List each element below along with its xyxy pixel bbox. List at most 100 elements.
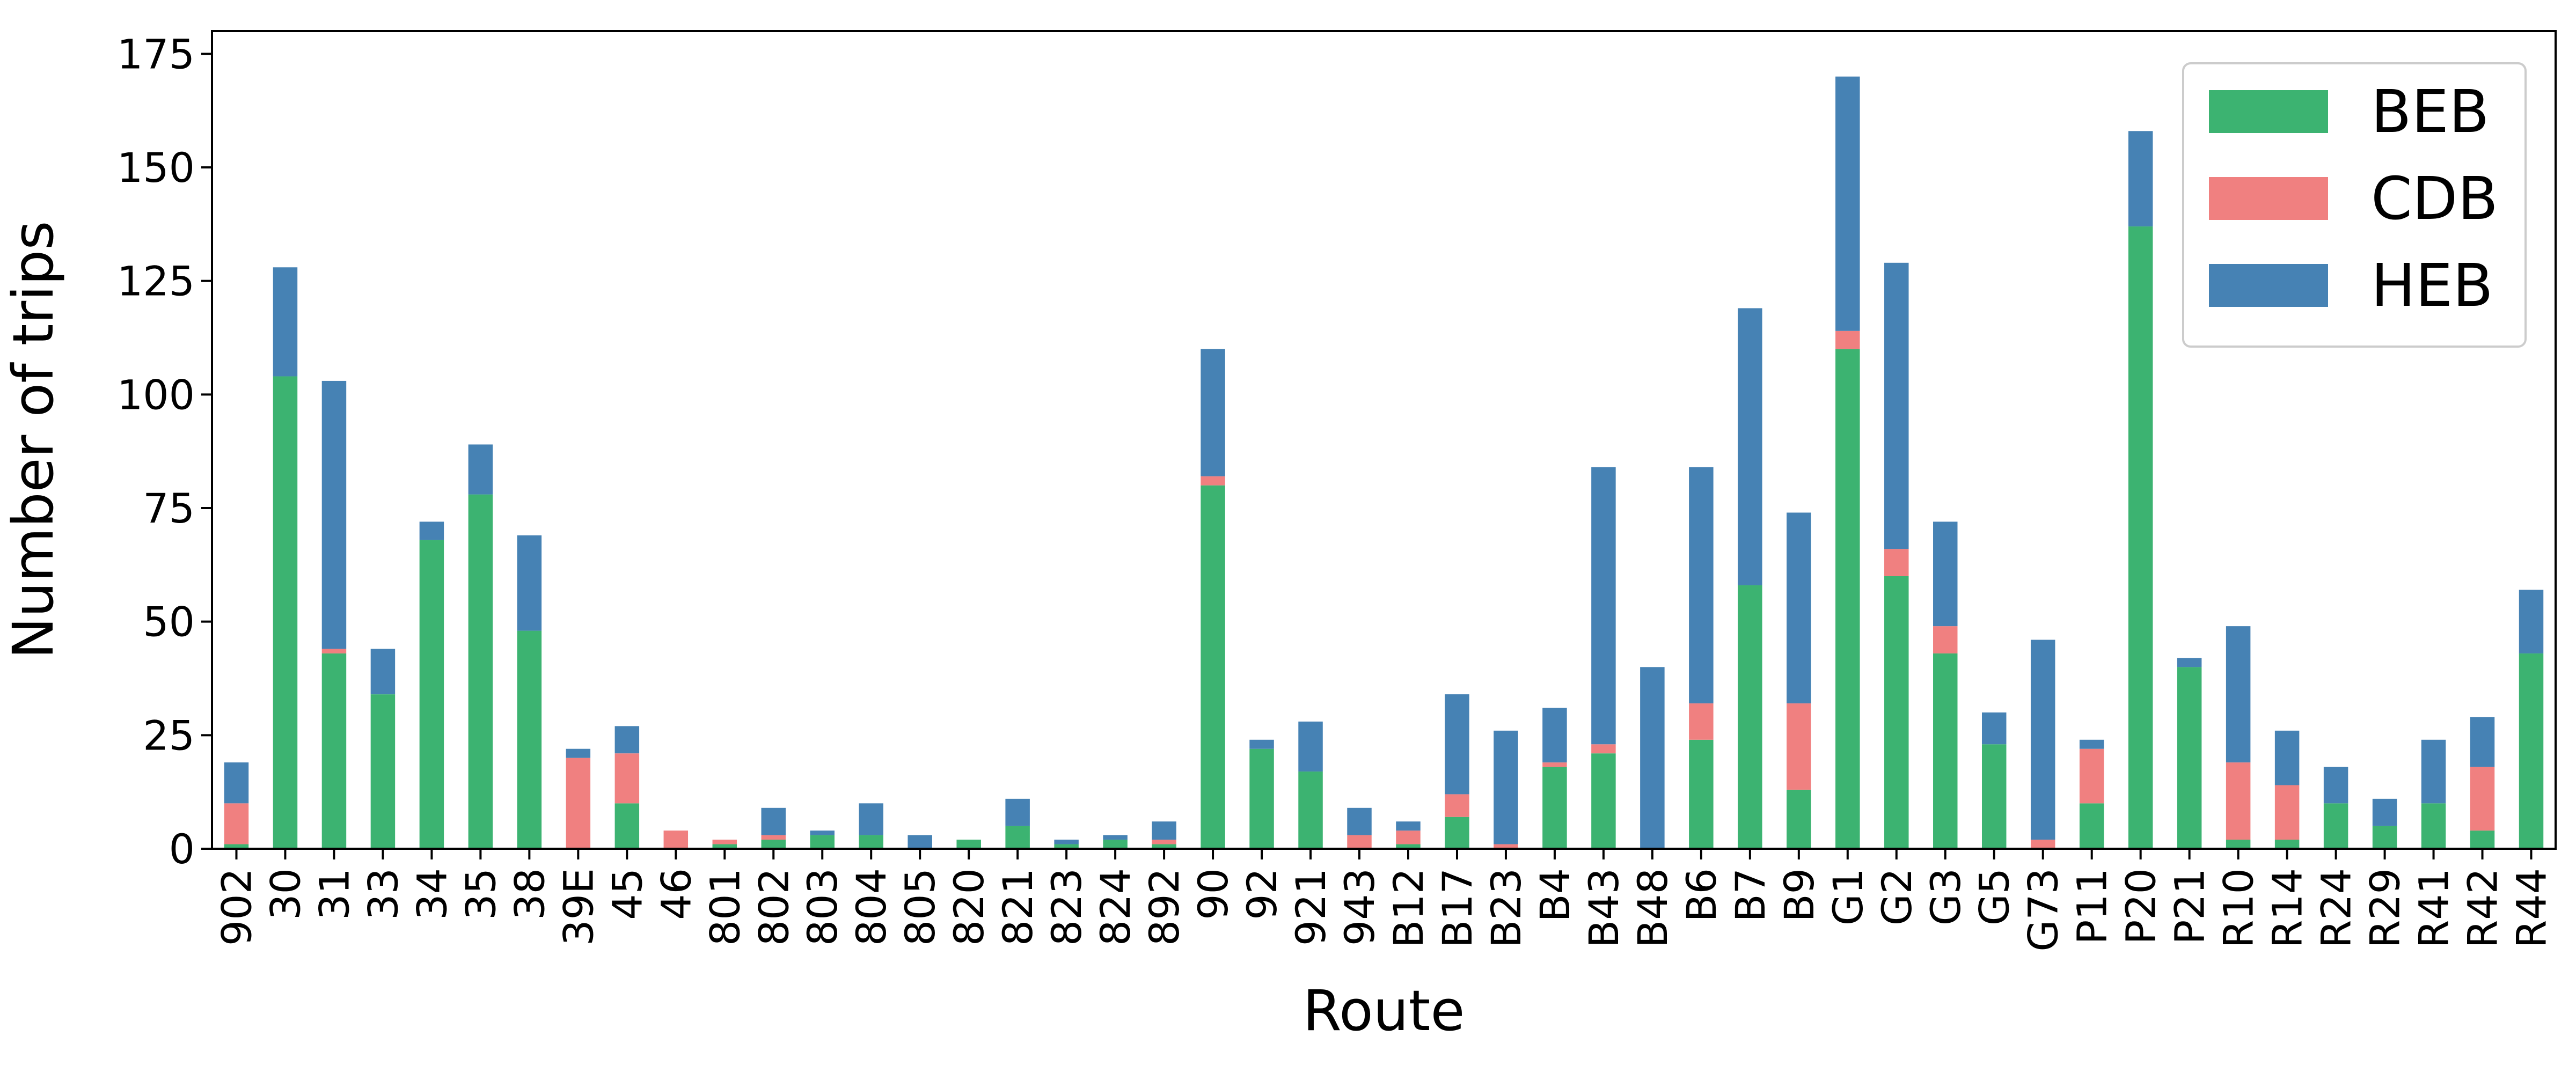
y-axis-title: Number of trips (1, 221, 66, 659)
y-tick-label-150: 150 (117, 144, 195, 192)
bar-heb-30 (273, 267, 298, 377)
bar-beb-g2 (1884, 576, 1909, 849)
x-tick-label-P11: P11 (2068, 868, 2116, 945)
x-tick-label-802: 802 (750, 868, 797, 946)
x-tick-label-R41: R41 (2410, 868, 2458, 949)
bar-beb-r44 (2519, 653, 2544, 849)
x-tick-label-B4: B4 (1531, 868, 1579, 922)
bar-beb-g3 (1933, 653, 1958, 849)
bar-beb-821 (1005, 826, 1030, 849)
bar-cdb-802 (761, 835, 786, 840)
bar-cdb-g73 (2030, 840, 2055, 849)
x-tick-label-B17: B17 (1433, 868, 1481, 948)
x-tick-label-G3: G3 (1922, 868, 1970, 925)
x-tick-label-B12: B12 (1385, 868, 1432, 948)
bar-beb-34 (419, 540, 444, 849)
legend-swatch-cdb (2209, 177, 2328, 220)
x-tick-label-821: 821 (994, 868, 1042, 946)
legend-label-beb: BEB (2371, 77, 2489, 146)
bar-heb-r44 (2519, 590, 2544, 653)
bar-cdb-46 (663, 831, 689, 849)
bar-cdb-801 (712, 840, 737, 844)
bar-cdb-r10 (2226, 762, 2251, 840)
bar-heb-39e (566, 748, 591, 758)
legend: BEB CDB HEB (2182, 62, 2527, 348)
bar-heb-821 (1005, 798, 1030, 826)
legend-label-heb: HEB (2371, 251, 2493, 320)
bar-heb-803 (810, 831, 835, 835)
x-tick-label-31: 31 (310, 868, 358, 920)
bar-cdb-39e (566, 758, 591, 849)
x-tick-label-R42: R42 (2459, 868, 2507, 949)
x-tick-label-33: 33 (359, 868, 407, 920)
bar-heb-p20 (2128, 131, 2153, 227)
bar-cdb-p11 (2079, 748, 2104, 804)
x-tick-label-B23: B23 (1482, 868, 1530, 948)
bar-heb-802 (761, 807, 786, 835)
bar-heb-45 (614, 726, 640, 754)
bar-heb-921 (1298, 721, 1323, 772)
bar-cdb-b4 (1542, 762, 1567, 767)
bar-beb-35 (468, 494, 493, 849)
bar-cdb-g1 (1835, 330, 1860, 349)
bar-cdb-g3 (1933, 626, 1958, 653)
bar-beb-p20 (2128, 226, 2153, 849)
bar-heb-34 (419, 521, 444, 540)
bar-cdb-b6 (1689, 703, 1714, 740)
bar-heb-p11 (2079, 739, 2104, 749)
x-tick-label-R44: R44 (2508, 868, 2556, 949)
x-tick-label-R10: R10 (2215, 868, 2263, 949)
bar-beb-892 (1152, 844, 1176, 849)
bar-beb-p11 (2079, 803, 2104, 849)
bar-cdb-943 (1347, 835, 1372, 849)
bar-beb-921 (1298, 771, 1323, 849)
bar-beb-820 (956, 840, 981, 849)
bar-heb-b43 (1591, 467, 1616, 745)
plot-frame (211, 30, 2557, 850)
bar-beb-r29 (2372, 826, 2397, 849)
bar-heb-b7 (1738, 308, 1762, 585)
bar-beb-r41 (2421, 803, 2446, 849)
bar-beb-33 (370, 694, 396, 849)
bar-beb-b7 (1738, 585, 1762, 849)
bar-beb-45 (614, 803, 640, 849)
x-tick-label-P21: P21 (2166, 868, 2214, 945)
bar-heb-943 (1347, 807, 1372, 835)
bar-heb-b6 (1689, 467, 1714, 704)
x-tick-label-B48: B48 (1629, 868, 1677, 948)
bar-beb-31 (321, 653, 347, 849)
y-tick-label-75: 75 (143, 484, 195, 532)
bar-heb-35 (468, 444, 493, 495)
x-tick-label-B6: B6 (1678, 868, 1725, 922)
bar-beb-824 (1103, 840, 1128, 849)
x-tick-label-R14: R14 (2264, 868, 2311, 949)
x-tick-label-G73: G73 (2019, 868, 2067, 952)
bar-heb-823 (1054, 840, 1079, 844)
bar-heb-b4 (1542, 708, 1567, 763)
bar-heb-92 (1249, 739, 1274, 749)
bar-beb-802 (761, 840, 786, 849)
bar-heb-38 (517, 535, 542, 631)
x-tick-label-G5: G5 (1971, 868, 2018, 925)
bar-heb-r42 (2470, 717, 2495, 767)
x-tick-label-805: 805 (896, 868, 944, 946)
bar-heb-90 (1201, 349, 1225, 476)
bar-cdb-b12 (1396, 831, 1421, 844)
bar-heb-g3 (1933, 521, 1958, 627)
x-tick-label-35: 35 (457, 868, 504, 920)
bar-heb-b48 (1640, 667, 1665, 849)
y-tick-label-175: 175 (117, 30, 195, 78)
bar-beb-38 (517, 630, 542, 849)
x-tick-label-45: 45 (603, 868, 651, 920)
bar-cdb-r14 (2274, 785, 2300, 840)
bar-cdb-g2 (1884, 549, 1909, 576)
bar-beb-p21 (2177, 667, 2202, 849)
bar-heb-g73 (2030, 640, 2055, 840)
bar-heb-824 (1103, 835, 1128, 840)
bar-cdb-45 (614, 753, 640, 804)
x-tick-label-38: 38 (506, 868, 553, 920)
bar-heb-b23 (1494, 730, 1518, 844)
x-tick-label-P20: P20 (2117, 868, 2165, 945)
bar-cdb-b23 (1494, 844, 1518, 849)
